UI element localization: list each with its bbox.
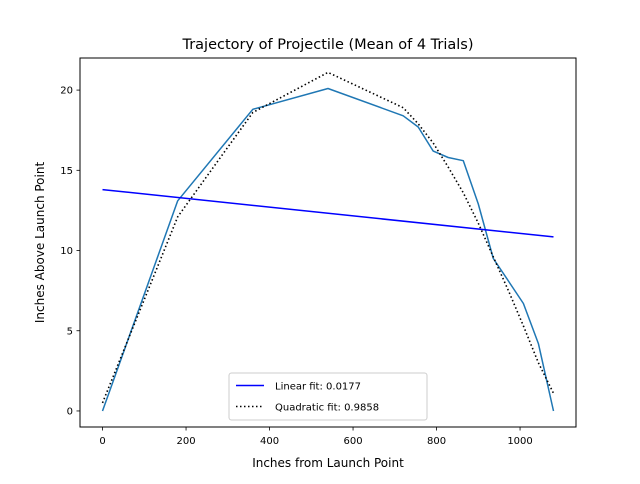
series-layer xyxy=(101,71,555,412)
x-tick-label-5: 1000 xyxy=(507,436,532,447)
plot-frame xyxy=(79,57,577,428)
legend: Linear fit: 0.0177 Quadratic fit: 0.9858 xyxy=(228,372,428,421)
legend-label-1: Quadratic fit: 0.9858 xyxy=(275,403,379,414)
legend-box xyxy=(228,372,428,421)
x-tick-label-1: 200 xyxy=(177,436,196,447)
series-line-2 xyxy=(101,71,555,404)
series-line-0 xyxy=(101,87,555,412)
x-tick-label-0: 0 xyxy=(99,436,105,447)
x-tick-label-2: 400 xyxy=(260,436,279,447)
legend-label-0: Linear fit: 0.0177 xyxy=(275,382,361,393)
y-axis-label: Inches Above Launch Point xyxy=(33,162,47,324)
y-tick-label-4: 20 xyxy=(60,86,73,97)
chart-title: Trajectory of Projectile (Mean of 4 Tria… xyxy=(181,37,473,53)
series-line-1 xyxy=(102,188,554,238)
x-axis: 0 200 400 600 800 1000 xyxy=(99,427,533,447)
x-axis-label: Inches from Launch Point xyxy=(252,456,404,470)
y-tick-label-2: 10 xyxy=(60,246,73,257)
y-axis: 0 5 10 15 20 xyxy=(60,86,80,418)
y-tick-label-3: 15 xyxy=(60,166,73,177)
x-tick-label-4: 800 xyxy=(427,436,446,447)
y-tick-label-1: 5 xyxy=(67,326,73,337)
y-tick-label-0: 0 xyxy=(67,407,73,418)
x-tick-label-3: 600 xyxy=(344,436,363,447)
